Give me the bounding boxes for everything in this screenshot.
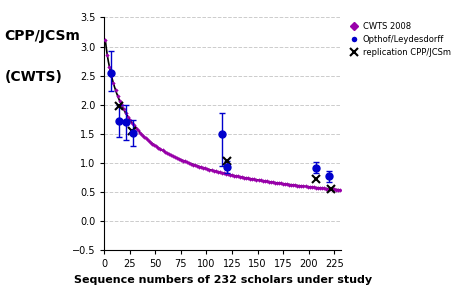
X-axis label: Sequence numbers of 232 scholars under study: Sequence numbers of 232 scholars under s… (74, 275, 372, 285)
Text: (CWTS): (CWTS) (5, 70, 63, 84)
Legend: CWTS 2008, Opthof/Leydesdorff, replication CPP/JCSm: CWTS 2008, Opthof/Leydesdorff, replicati… (350, 22, 451, 57)
Text: CPP/JCSm: CPP/JCSm (5, 29, 81, 43)
